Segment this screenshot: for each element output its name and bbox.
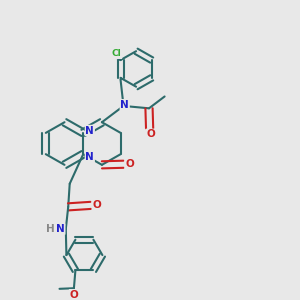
Text: O: O bbox=[70, 290, 78, 300]
Text: O: O bbox=[125, 159, 134, 169]
Text: N: N bbox=[120, 100, 129, 110]
Text: O: O bbox=[92, 200, 101, 210]
Text: N: N bbox=[85, 125, 94, 136]
Text: Cl: Cl bbox=[112, 50, 122, 58]
Text: O: O bbox=[146, 129, 155, 140]
Text: N: N bbox=[56, 224, 65, 234]
Text: N: N bbox=[85, 152, 94, 162]
Text: H: H bbox=[46, 224, 55, 234]
